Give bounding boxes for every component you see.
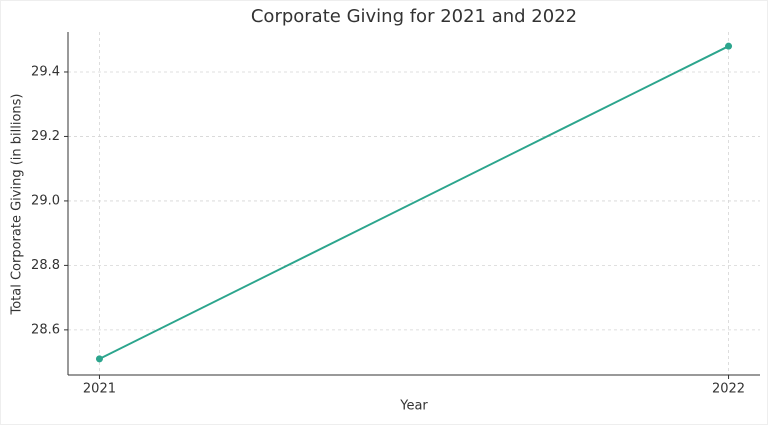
x-tick-label: 2022	[712, 382, 745, 397]
y-tick-label: 29.0	[31, 193, 60, 208]
x-axis-label: Year	[399, 399, 428, 414]
line	[99, 45, 729, 360]
y-tick-label: 28.6	[31, 322, 60, 337]
point	[95, 355, 103, 363]
y-axis-label: Total Corporate Giving (in billions)	[10, 93, 25, 315]
x-tick-label: 2021	[83, 382, 116, 397]
chart-title: Corporate Giving for 2021 and 2022	[251, 6, 577, 27]
y-tick-label: 29.4	[31, 64, 60, 79]
y-tick-label: 29.2	[31, 129, 60, 144]
point	[725, 42, 733, 50]
y-tick-label: 28.8	[31, 258, 60, 273]
